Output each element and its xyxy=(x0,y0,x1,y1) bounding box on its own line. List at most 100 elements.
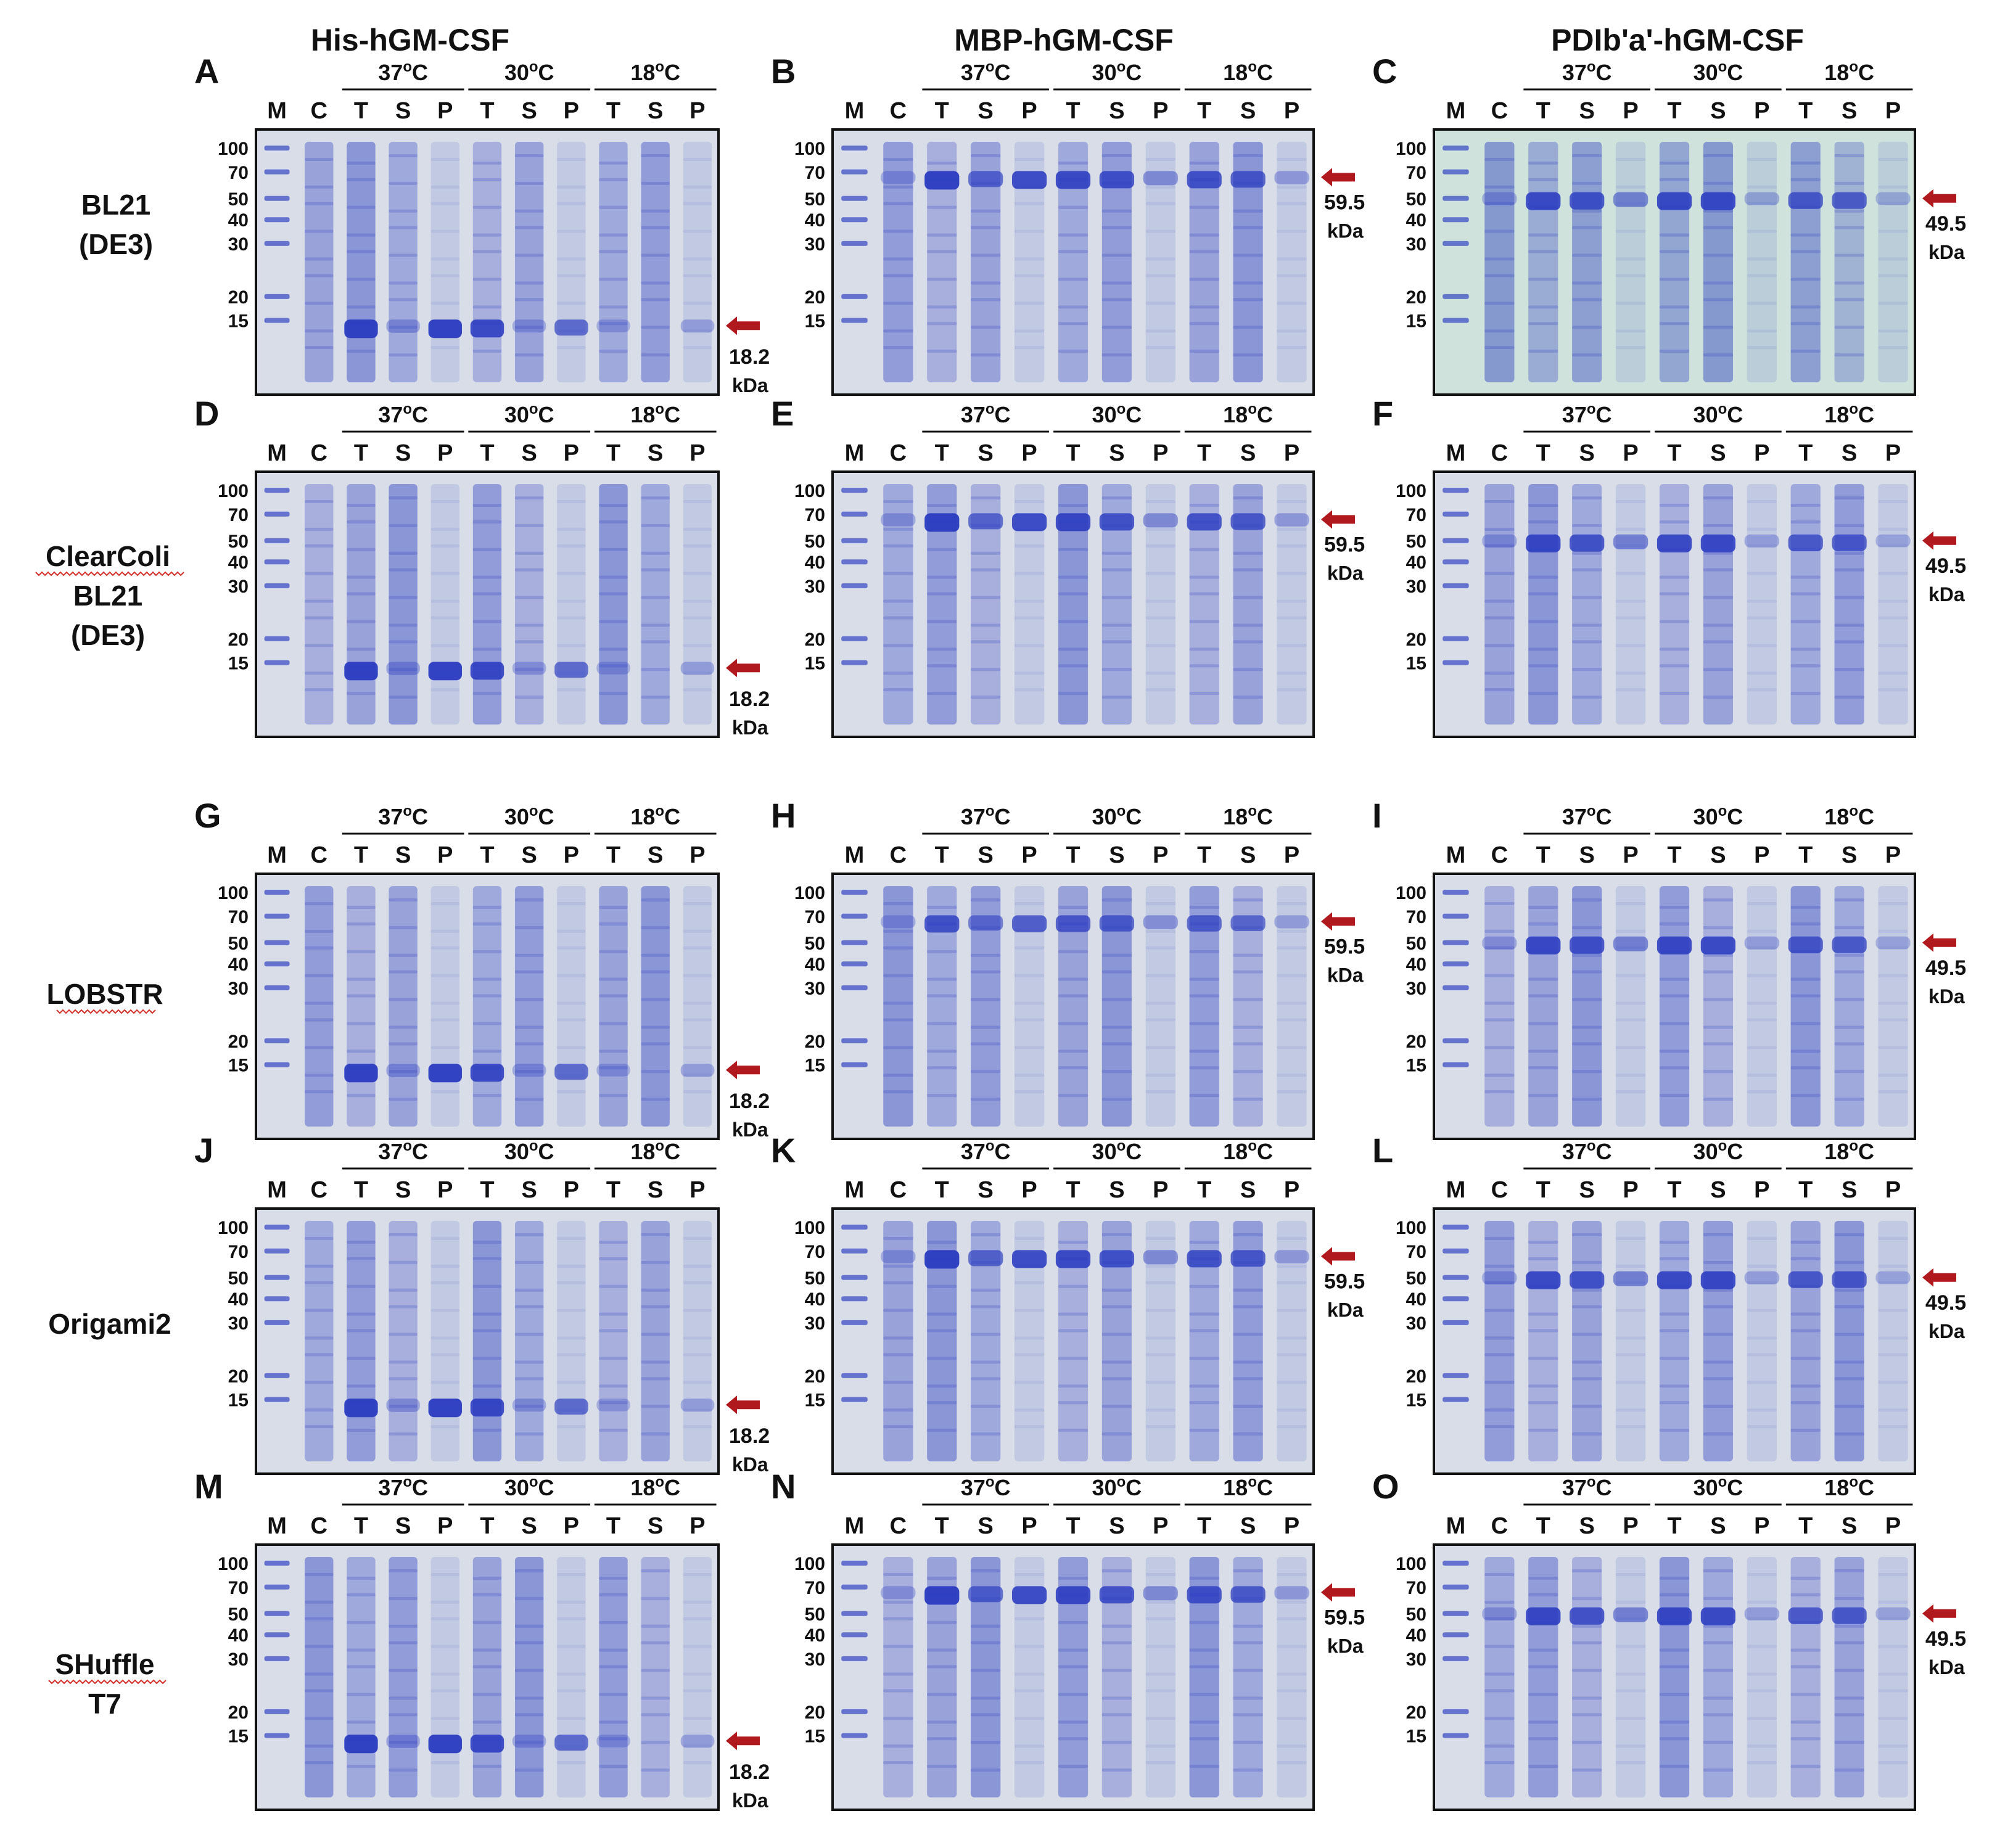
lane-faint-band xyxy=(472,1094,502,1098)
lane-faint-band xyxy=(1703,154,1734,157)
lane-faint-band xyxy=(1484,1353,1515,1357)
lane-faint-band xyxy=(472,350,502,353)
lane-faint-band xyxy=(1145,158,1175,161)
lane-faint-band xyxy=(883,1074,913,1077)
lane-smear xyxy=(1277,484,1307,725)
lane-faint-band xyxy=(1101,1432,1132,1436)
lane-faint-band xyxy=(683,302,712,305)
lane-faint-band xyxy=(883,329,913,333)
protein-size-unit: kDa xyxy=(1928,985,1965,1008)
lane-faint-band xyxy=(683,1600,712,1604)
lane-faint-band xyxy=(557,1046,586,1049)
lane-faint-band xyxy=(1014,1336,1045,1340)
lane-faint-band xyxy=(1834,596,1864,599)
lane-smear xyxy=(1058,142,1089,382)
lane-label-6: T xyxy=(1667,1177,1681,1203)
lane-smear xyxy=(347,886,376,1127)
lane-label-11: P xyxy=(689,98,705,124)
lane-label-2: C xyxy=(890,98,907,124)
marker-band xyxy=(1443,985,1469,990)
lane-faint-band xyxy=(1484,974,1515,977)
lane-label-1: M xyxy=(1446,98,1466,124)
marker-kda-100: 100 xyxy=(794,1218,825,1238)
lane-faint-band xyxy=(641,298,670,302)
lane-faint-band xyxy=(1101,496,1132,499)
target-protein-band xyxy=(428,662,462,681)
temperature-label-1: 37oC xyxy=(1562,401,1612,427)
lane-faint-band xyxy=(1189,1022,1219,1025)
lane-faint-band xyxy=(472,250,502,253)
marker-band xyxy=(1443,240,1469,246)
marker-band xyxy=(1443,511,1469,517)
lane-faint-band xyxy=(347,1284,376,1288)
lane-faint-band xyxy=(305,346,334,350)
lane-faint-band xyxy=(515,353,544,357)
lane-faint-band xyxy=(1834,898,1864,901)
lane-label-9: T xyxy=(1798,98,1813,124)
marker-kda-100: 100 xyxy=(1396,481,1426,501)
lane-label-7: S xyxy=(1109,842,1124,868)
lane-faint-band xyxy=(1747,500,1777,503)
lane-faint-band xyxy=(1878,1381,1908,1384)
lane-faint-band xyxy=(1528,1241,1558,1244)
lane-faint-band xyxy=(1145,1717,1175,1720)
lane-faint-band xyxy=(1277,946,1307,950)
lane-faint-band xyxy=(1572,926,1602,929)
lane-faint-band xyxy=(1058,1765,1089,1768)
lane-faint-band xyxy=(1615,1018,1646,1022)
temperature-label-1: 37oC xyxy=(378,1474,428,1500)
lane-faint-band xyxy=(305,1425,334,1429)
lane-faint-band xyxy=(1101,668,1132,671)
lane-faint-band xyxy=(883,1018,913,1022)
lane-label-8: P xyxy=(1754,1177,1769,1203)
lane-faint-band xyxy=(927,994,957,998)
target-protein-band xyxy=(428,319,462,339)
lane-faint-band xyxy=(430,1761,459,1765)
lane-faint-band xyxy=(515,1233,544,1236)
lane-faint-band xyxy=(389,209,418,213)
lane-label-5: P xyxy=(1623,1513,1638,1539)
marker-band xyxy=(1443,660,1469,665)
marker-kda-100: 100 xyxy=(794,481,825,501)
lane-faint-band xyxy=(1277,1600,1307,1604)
lane-faint-band xyxy=(1233,1233,1263,1236)
lane-smear xyxy=(1101,142,1132,382)
lane-faint-band xyxy=(1659,977,1690,981)
strain-label-r5-l1: SHuffle xyxy=(56,1648,155,1680)
marker-band xyxy=(264,1397,290,1402)
lane-faint-band xyxy=(430,1336,459,1340)
lane-label-3: T xyxy=(935,440,949,466)
target-protein-band xyxy=(596,662,630,675)
protein-size-unit: kDa xyxy=(1928,1320,1965,1342)
lane-faint-band xyxy=(599,322,628,326)
lane-faint-band xyxy=(515,696,544,699)
lane-faint-band xyxy=(515,953,544,957)
target-protein-band xyxy=(1143,915,1178,929)
lane-faint-band xyxy=(1615,1717,1646,1720)
lane-faint-band xyxy=(1878,1001,1908,1005)
lane-label-10: S xyxy=(648,98,663,124)
lane-faint-band xyxy=(1615,1264,1646,1268)
lane-faint-band xyxy=(1189,233,1219,237)
lane-faint-band xyxy=(1058,950,1089,953)
marker-kda-40: 40 xyxy=(1406,210,1426,231)
column-title-1: His-hGM-CSF xyxy=(311,23,509,57)
marker-band xyxy=(264,913,290,919)
lane-faint-band xyxy=(883,1381,913,1384)
lane-faint-band xyxy=(305,1074,334,1077)
lane-faint-band xyxy=(305,544,334,548)
lane-smear xyxy=(641,1221,670,1461)
lane-faint-band xyxy=(683,544,712,548)
lane-faint-band xyxy=(557,572,586,575)
target-protein-band xyxy=(1011,915,1047,932)
lane-faint-band xyxy=(971,668,1001,671)
lane-faint-band xyxy=(389,696,418,699)
lane-faint-band xyxy=(1014,671,1045,675)
protein-size-value: 49.5 xyxy=(1925,554,1966,578)
lane-faint-band xyxy=(1145,1600,1175,1604)
lane-faint-band xyxy=(1101,640,1132,644)
lane-faint-band xyxy=(1615,346,1646,350)
lane-faint-band xyxy=(683,1408,712,1412)
